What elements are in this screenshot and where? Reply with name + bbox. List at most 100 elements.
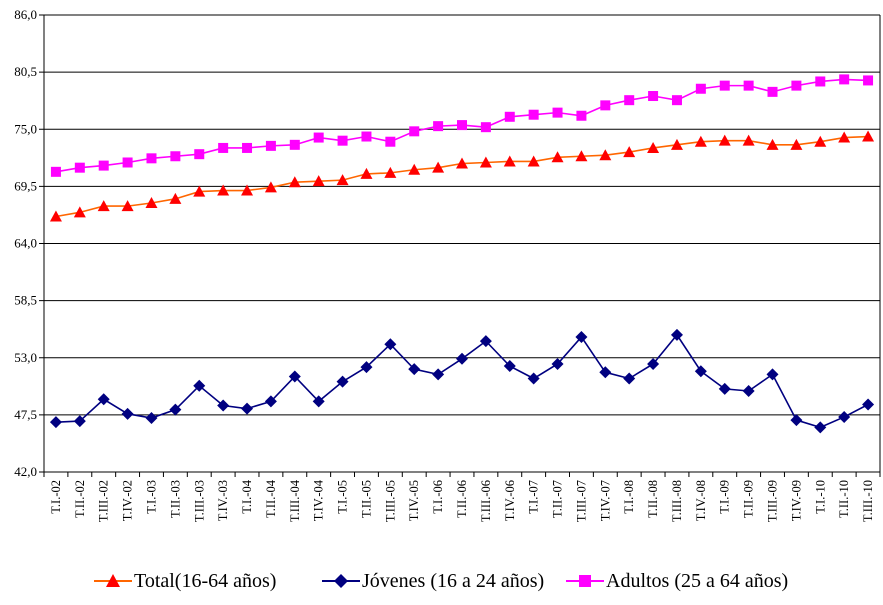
y-tick-label: 58,5 bbox=[14, 293, 37, 308]
data-point bbox=[814, 135, 827, 147]
data-point bbox=[623, 372, 636, 385]
data-point bbox=[360, 361, 373, 374]
y-tick-label: 86,0 bbox=[14, 7, 37, 22]
data-point bbox=[551, 357, 564, 370]
x-tick-label: T.IV.-02 bbox=[121, 480, 135, 521]
data-point bbox=[718, 382, 731, 395]
x-tick-label: T.II.-10 bbox=[837, 480, 851, 518]
x-tick-label: T.IV.-06 bbox=[503, 480, 517, 521]
data-point bbox=[313, 132, 324, 143]
legend-item-adultos: Adultos (25 a 64 años) bbox=[566, 566, 788, 596]
data-point bbox=[528, 109, 539, 120]
data-point bbox=[647, 357, 660, 370]
data-point bbox=[790, 414, 803, 427]
data-point bbox=[97, 393, 110, 406]
data-point bbox=[169, 192, 182, 204]
data-point bbox=[385, 136, 396, 147]
series-1 bbox=[49, 328, 875, 434]
x-tick-label: T.II.-06 bbox=[455, 480, 469, 518]
data-point bbox=[456, 352, 468, 365]
y-tick-label: 64,0 bbox=[14, 236, 37, 251]
data-point bbox=[814, 421, 827, 434]
data-point bbox=[551, 151, 564, 163]
data-point bbox=[791, 80, 802, 91]
legend-label-total: Total(16-64 años) bbox=[134, 569, 277, 592]
legend: Total(16-64 años) Jóvenes (16 a 24 años)… bbox=[0, 566, 883, 596]
x-tick-label: T.IV.-05 bbox=[407, 480, 421, 521]
x-tick-label: T.I.-06 bbox=[431, 480, 445, 514]
data-point bbox=[862, 398, 875, 411]
data-point bbox=[527, 372, 540, 385]
data-point bbox=[432, 161, 445, 173]
x-tick-label: T.I.-10 bbox=[813, 480, 827, 514]
data-point bbox=[121, 200, 134, 212]
data-point bbox=[838, 131, 851, 143]
data-point bbox=[217, 184, 230, 196]
x-tick-label: T.III.-08 bbox=[670, 480, 684, 522]
data-point bbox=[623, 146, 636, 158]
x-tick-label: T.IV.-04 bbox=[312, 479, 326, 521]
data-point bbox=[575, 330, 588, 343]
data-point bbox=[694, 365, 707, 378]
data-point bbox=[479, 156, 492, 168]
data-point bbox=[815, 76, 826, 87]
x-tick-label: T.III.-03 bbox=[192, 480, 206, 522]
data-point bbox=[145, 196, 158, 208]
x-tick-label: T.II.-07 bbox=[551, 480, 565, 518]
data-point bbox=[718, 134, 731, 146]
data-point bbox=[863, 75, 874, 86]
data-point bbox=[576, 110, 587, 121]
data-point bbox=[647, 141, 660, 153]
data-point bbox=[288, 370, 301, 383]
data-point bbox=[457, 120, 467, 131]
data-point bbox=[408, 363, 421, 376]
data-point bbox=[121, 407, 134, 420]
data-point bbox=[336, 174, 349, 186]
data-point bbox=[384, 166, 397, 178]
data-point bbox=[838, 410, 851, 423]
legend-swatch-square-icon bbox=[566, 575, 604, 587]
x-tick-label: T.I.-02 bbox=[49, 480, 63, 514]
data-point bbox=[575, 150, 588, 162]
data-point bbox=[599, 366, 612, 379]
data-point bbox=[74, 162, 85, 173]
data-point bbox=[241, 402, 254, 415]
y-axis-tick-labels: 42,0 47,5 53,0 58,5 64,0 69,5 75,0 80,5 86,0 bbox=[14, 7, 37, 479]
data-point bbox=[193, 185, 206, 197]
data-point bbox=[670, 328, 683, 341]
data-point bbox=[146, 153, 157, 164]
gridlines bbox=[44, 14, 880, 473]
data-point bbox=[742, 384, 755, 397]
x-tick-label: T.IV.-07 bbox=[598, 480, 612, 521]
x-tick-label: T.III.-02 bbox=[97, 480, 111, 522]
data-point bbox=[145, 411, 158, 424]
data-point bbox=[767, 86, 778, 97]
data-point bbox=[766, 138, 779, 150]
series-0 bbox=[49, 130, 875, 222]
data-point bbox=[409, 126, 420, 137]
data-point bbox=[97, 200, 110, 212]
data-point bbox=[648, 91, 659, 102]
x-tick-label: T.IV.-09 bbox=[789, 480, 803, 521]
data-point bbox=[49, 210, 62, 222]
data-point bbox=[336, 375, 349, 388]
data-point bbox=[217, 399, 230, 412]
data-point bbox=[790, 138, 803, 150]
data-point bbox=[432, 368, 445, 381]
data-point bbox=[480, 122, 491, 133]
data-point bbox=[862, 130, 875, 142]
data-point bbox=[50, 166, 61, 177]
data-point bbox=[264, 395, 277, 408]
data-point bbox=[337, 135, 348, 146]
data-point bbox=[670, 138, 683, 150]
series-2 bbox=[50, 74, 874, 177]
x-tick-label: T.III.-05 bbox=[383, 480, 397, 522]
y-tick-label: 69,5 bbox=[14, 178, 37, 193]
x-tick-label: T.IV.-03 bbox=[216, 480, 230, 521]
data-point bbox=[433, 121, 444, 132]
x-tick-label: T.III.-09 bbox=[766, 480, 780, 522]
x-tick-label: T.II.-03 bbox=[168, 480, 182, 518]
data-point bbox=[73, 415, 86, 428]
data-point bbox=[360, 167, 373, 179]
data-point bbox=[241, 184, 254, 196]
